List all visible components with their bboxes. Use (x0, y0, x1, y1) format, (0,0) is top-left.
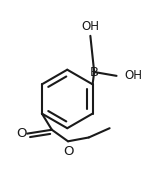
Text: O: O (63, 145, 74, 158)
Text: B: B (90, 66, 99, 79)
Text: OH: OH (81, 20, 99, 33)
Text: O: O (17, 127, 27, 140)
Text: OH: OH (124, 69, 142, 82)
